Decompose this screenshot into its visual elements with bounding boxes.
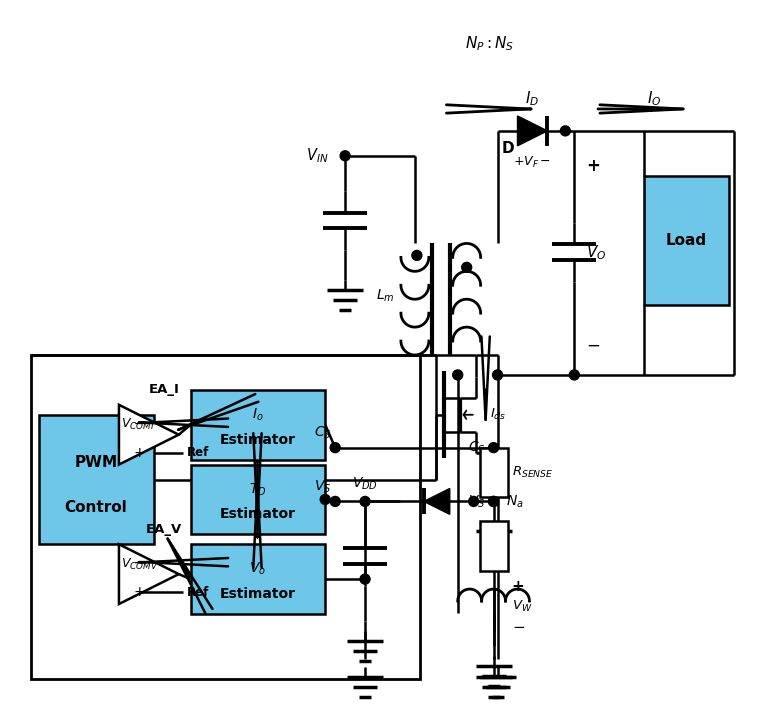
Circle shape — [360, 496, 370, 506]
Circle shape — [453, 370, 463, 380]
Text: EA_V: EA_V — [145, 523, 182, 536]
Bar — [31, 355, 420, 679]
Circle shape — [330, 442, 340, 452]
Circle shape — [492, 370, 502, 380]
Text: $V_{COMV}$: $V_{COMV}$ — [121, 556, 158, 572]
Text: $C_S$: $C_S$ — [314, 425, 331, 441]
Text: Ref: Ref — [186, 446, 209, 459]
Text: $-$: $-$ — [511, 618, 524, 634]
Text: $-$: $-$ — [133, 555, 145, 569]
Bar — [191, 544, 325, 614]
Circle shape — [569, 370, 579, 380]
Text: $N_a$: $N_a$ — [505, 493, 524, 510]
Bar — [644, 176, 729, 305]
Text: EA_I: EA_I — [148, 383, 180, 396]
Polygon shape — [517, 116, 547, 146]
Circle shape — [489, 496, 498, 506]
Text: $I_o$: $I_o$ — [252, 406, 263, 423]
Text: $+$: $+$ — [133, 585, 145, 599]
Text: Ref: Ref — [186, 586, 209, 598]
Text: Estimator: Estimator — [219, 433, 295, 447]
Text: $V_S$: $V_S$ — [468, 493, 486, 510]
Text: $+$: $+$ — [133, 445, 145, 459]
Bar — [479, 447, 508, 498]
Text: Control: Control — [65, 500, 127, 515]
Text: $V_{COMI}$: $V_{COMI}$ — [121, 417, 154, 433]
Text: $I_O$: $I_O$ — [647, 90, 661, 108]
Text: $C_S$: $C_S$ — [468, 440, 486, 456]
Circle shape — [469, 496, 479, 506]
Circle shape — [360, 574, 370, 584]
Text: +: + — [586, 156, 600, 175]
Circle shape — [489, 442, 498, 452]
Text: Estimator: Estimator — [219, 587, 295, 601]
Text: D: D — [501, 142, 514, 156]
Circle shape — [412, 251, 422, 261]
Text: $V_{DD}$: $V_{DD}$ — [352, 475, 378, 491]
Circle shape — [340, 151, 350, 161]
Polygon shape — [119, 405, 179, 464]
Circle shape — [320, 494, 330, 504]
Text: $-$: $-$ — [586, 336, 600, 354]
Text: $R_{SENSE}$: $R_{SENSE}$ — [511, 465, 553, 480]
Text: PWM: PWM — [75, 455, 118, 470]
Text: $V_o$: $V_o$ — [249, 561, 266, 577]
Circle shape — [489, 496, 498, 506]
Circle shape — [330, 496, 340, 506]
Text: $N_P : N_S$: $N_P : N_S$ — [465, 34, 514, 52]
Text: Estimator: Estimator — [219, 508, 295, 521]
Text: +: + — [511, 578, 524, 593]
Polygon shape — [424, 489, 450, 515]
Text: $V_S$: $V_S$ — [314, 479, 331, 495]
Text: $+V_F-$: $+V_F-$ — [514, 155, 552, 171]
Polygon shape — [119, 544, 179, 604]
Circle shape — [462, 263, 472, 273]
Bar — [191, 464, 325, 535]
Text: $-$: $-$ — [133, 416, 145, 430]
Text: Load: Load — [665, 233, 706, 248]
Text: $T_D$: $T_D$ — [249, 481, 266, 498]
Text: $I_D$: $I_D$ — [525, 90, 540, 108]
Text: $L_m$: $L_m$ — [377, 288, 395, 304]
Bar — [191, 390, 325, 459]
Text: $I_{ds}$: $I_{ds}$ — [489, 407, 506, 422]
Bar — [40, 415, 154, 544]
Circle shape — [560, 126, 570, 136]
Text: $V_O$: $V_O$ — [586, 243, 607, 262]
Bar — [479, 521, 508, 571]
Text: $V_{IN}$: $V_{IN}$ — [306, 147, 328, 165]
Text: $V_W$: $V_W$ — [511, 598, 532, 614]
